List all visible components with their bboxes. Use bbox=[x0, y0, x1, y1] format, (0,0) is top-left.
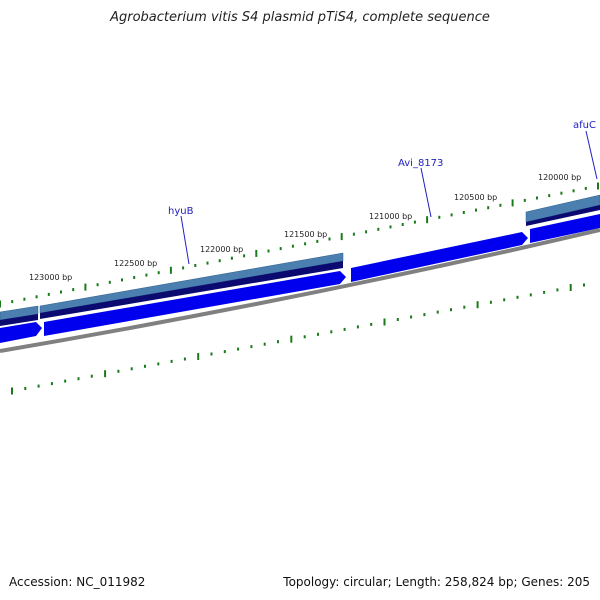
topology-summary: Topology: circular; Length: 258,824 bp; … bbox=[283, 575, 590, 589]
scale-label-120500: 120500 bp bbox=[454, 193, 497, 202]
map-title: Agrobacterium vitis S4 plasmid pTiS4, co… bbox=[110, 10, 490, 25]
scale-label-121500: 121500 bp bbox=[284, 230, 327, 239]
cds-arrow-afuC[interactable] bbox=[530, 214, 600, 243]
scale-label-120000: 120000 bp bbox=[538, 173, 581, 182]
gene-label-hyuB[interactable]: hyuB bbox=[168, 206, 194, 217]
scale-label-122500: 122500 bp bbox=[114, 259, 157, 268]
leader-line-hyuB bbox=[180, 215, 190, 265]
gene-feature-afuC-light[interactable] bbox=[525, 194, 600, 223]
gene-label-afuC[interactable]: afuC bbox=[573, 120, 596, 131]
gene-feature-hyuB-dark[interactable] bbox=[40, 261, 343, 319]
scale-label-123000: 123000 bp bbox=[29, 273, 72, 282]
backbone-arc bbox=[0, 228, 600, 353]
upper-tick-row bbox=[0, 182, 599, 308]
cds-arrow-left[interactable] bbox=[0, 322, 42, 343]
gene-feature-left-dark[interactable] bbox=[0, 314, 38, 326]
cds-arrow-Avi_8173[interactable] bbox=[351, 232, 528, 282]
gene-feature-afuC-dark[interactable] bbox=[526, 205, 600, 226]
scale-label-122000: 122000 bp bbox=[200, 245, 243, 254]
lower-tick-row bbox=[11, 283, 585, 395]
scale-label-121000: 121000 bp bbox=[369, 212, 412, 221]
accession-label: Accession: NC_011982 bbox=[9, 575, 146, 589]
gene-label-Avi_8173[interactable]: Avi_8173 bbox=[398, 158, 443, 169]
leader-line-afuC bbox=[585, 130, 598, 180]
leader-line-Avi_8173 bbox=[420, 167, 432, 218]
cds-arrow-hyuB[interactable] bbox=[44, 271, 346, 336]
